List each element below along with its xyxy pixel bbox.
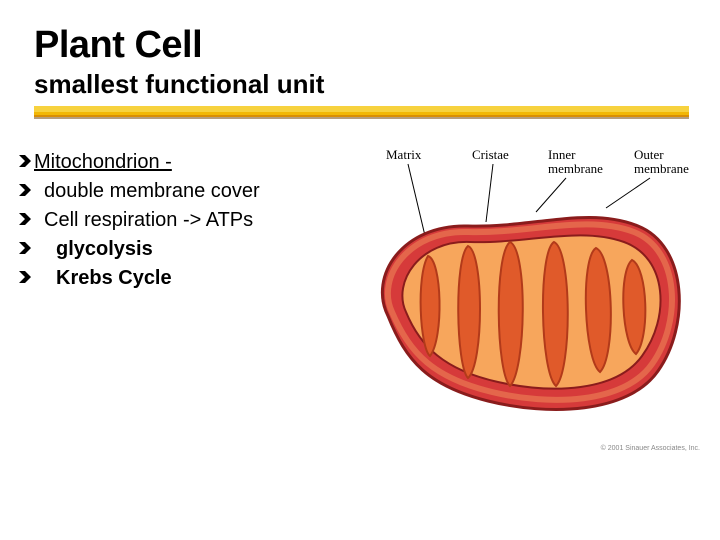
mitochondrion-diagram: MatrixCristaeInnermembraneOutermembrane … — [338, 148, 708, 458]
bullet-icon — [16, 207, 34, 231]
bullet-icon — [16, 178, 34, 202]
bullet-text: Cell respiration -> ATPs — [34, 207, 253, 234]
rule-band1 — [34, 106, 689, 112]
page-title: Plant Cell — [34, 24, 720, 67]
leader-line — [536, 178, 566, 212]
bullet-icon — [16, 149, 34, 173]
diagram-label-inner: Innermembrane — [548, 148, 603, 175]
rule-band3 — [34, 115, 689, 117]
diagram-label-matrix: Matrix — [386, 148, 421, 162]
bullet-text: glycolysis — [34, 236, 153, 263]
title-rule — [34, 106, 689, 120]
bullet-text: Krebs Cycle — [34, 265, 172, 292]
leader-line — [606, 178, 650, 208]
diagram-copyright: © 2001 Sinauer Associates, Inc. — [601, 445, 700, 452]
leader-line — [408, 164, 426, 240]
leader-line — [486, 164, 493, 222]
page-subtitle: smallest functional unit — [34, 69, 720, 100]
bullet-text: double membrane cover — [34, 178, 260, 205]
bullet-icon — [16, 236, 34, 260]
bullet-icon — [16, 265, 34, 289]
bullet-text: Mitochondrion - — [34, 149, 172, 176]
diagram-label-cristae: Cristae — [472, 148, 509, 162]
diagram-label-outer: Outermembrane — [634, 148, 689, 175]
rule-band2 — [34, 112, 689, 115]
mito-body — [382, 218, 679, 410]
